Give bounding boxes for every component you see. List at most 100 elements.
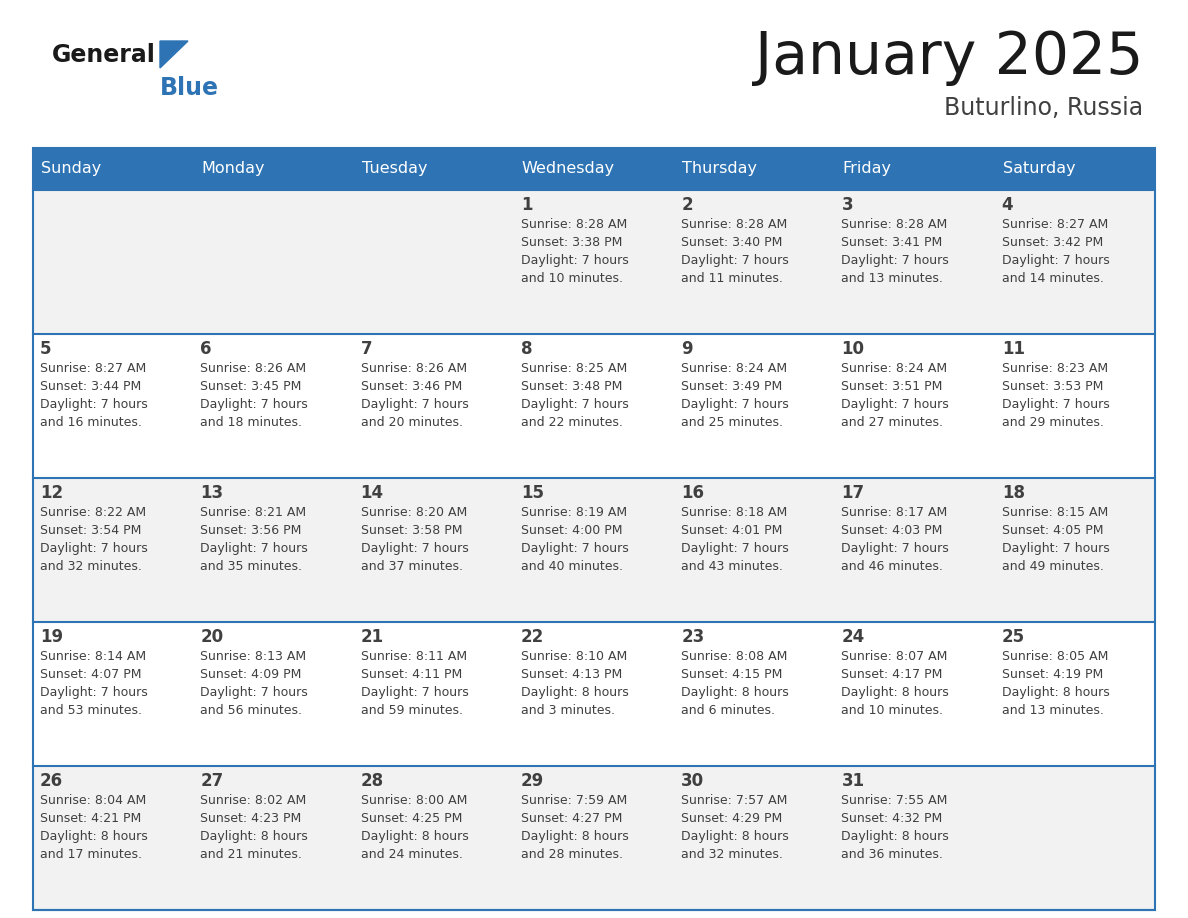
Text: and 11 minutes.: and 11 minutes. — [681, 272, 783, 285]
Text: and 18 minutes.: and 18 minutes. — [201, 416, 302, 429]
Bar — [194, 622, 354, 766]
Bar — [354, 334, 514, 478]
Text: and 16 minutes.: and 16 minutes. — [40, 416, 141, 429]
Text: 2: 2 — [681, 196, 693, 214]
Text: Sunset: 4:17 PM: Sunset: 4:17 PM — [841, 668, 943, 681]
Bar — [194, 478, 354, 622]
Text: Sunrise: 8:24 AM: Sunrise: 8:24 AM — [841, 362, 948, 375]
Text: Sunset: 3:42 PM: Sunset: 3:42 PM — [1001, 236, 1102, 249]
Text: and 24 minutes.: and 24 minutes. — [361, 848, 462, 861]
Text: Sunrise: 8:07 AM: Sunrise: 8:07 AM — [841, 650, 948, 663]
Text: Daylight: 7 hours: Daylight: 7 hours — [1001, 542, 1110, 555]
Text: Sunrise: 8:17 AM: Sunrise: 8:17 AM — [841, 506, 948, 519]
Text: Sunrise: 8:25 AM: Sunrise: 8:25 AM — [520, 362, 627, 375]
Text: Sunset: 4:01 PM: Sunset: 4:01 PM — [681, 524, 783, 537]
Text: Sunset: 3:46 PM: Sunset: 3:46 PM — [361, 380, 462, 393]
Text: and 10 minutes.: and 10 minutes. — [841, 704, 943, 717]
Text: Sunset: 4:05 PM: Sunset: 4:05 PM — [1001, 524, 1104, 537]
Bar — [354, 148, 514, 190]
Text: Sunset: 4:21 PM: Sunset: 4:21 PM — [40, 812, 141, 825]
Text: and 59 minutes.: and 59 minutes. — [361, 704, 462, 717]
Text: and 32 minutes.: and 32 minutes. — [40, 560, 141, 573]
Text: 1: 1 — [520, 196, 532, 214]
Text: 24: 24 — [841, 628, 865, 646]
Text: Daylight: 8 hours: Daylight: 8 hours — [40, 830, 147, 843]
Bar — [354, 478, 514, 622]
Text: Daylight: 8 hours: Daylight: 8 hours — [841, 686, 949, 699]
Bar — [194, 334, 354, 478]
Text: and 35 minutes.: and 35 minutes. — [201, 560, 302, 573]
Text: Blue: Blue — [160, 76, 219, 100]
Text: Sunset: 3:53 PM: Sunset: 3:53 PM — [1001, 380, 1104, 393]
Polygon shape — [160, 41, 188, 68]
Bar — [674, 622, 834, 766]
Text: Sunrise: 8:27 AM: Sunrise: 8:27 AM — [40, 362, 146, 375]
Text: Daylight: 7 hours: Daylight: 7 hours — [201, 542, 308, 555]
Text: Sunset: 3:44 PM: Sunset: 3:44 PM — [40, 380, 141, 393]
Text: Daylight: 7 hours: Daylight: 7 hours — [841, 398, 949, 411]
Bar — [354, 766, 514, 910]
Bar — [514, 478, 674, 622]
Text: 31: 31 — [841, 772, 865, 790]
Text: and 46 minutes.: and 46 minutes. — [841, 560, 943, 573]
Text: Buturlino, Russia: Buturlino, Russia — [944, 96, 1143, 120]
Text: Daylight: 7 hours: Daylight: 7 hours — [520, 254, 628, 267]
Text: Wednesday: Wednesday — [522, 162, 615, 176]
Bar — [514, 148, 674, 190]
Text: Sunrise: 8:10 AM: Sunrise: 8:10 AM — [520, 650, 627, 663]
Text: Sunset: 4:09 PM: Sunset: 4:09 PM — [201, 668, 302, 681]
Text: 27: 27 — [201, 772, 223, 790]
Text: Daylight: 8 hours: Daylight: 8 hours — [361, 830, 468, 843]
Text: 11: 11 — [1001, 340, 1025, 358]
Bar — [994, 622, 1155, 766]
Bar — [33, 622, 194, 766]
Text: and 10 minutes.: and 10 minutes. — [520, 272, 623, 285]
Text: Sunrise: 8:26 AM: Sunrise: 8:26 AM — [361, 362, 467, 375]
Text: 20: 20 — [201, 628, 223, 646]
Text: and 3 minutes.: and 3 minutes. — [520, 704, 615, 717]
Text: Sunset: 3:45 PM: Sunset: 3:45 PM — [201, 380, 302, 393]
Text: 8: 8 — [520, 340, 532, 358]
Text: Sunrise: 8:18 AM: Sunrise: 8:18 AM — [681, 506, 788, 519]
Text: Sunrise: 8:15 AM: Sunrise: 8:15 AM — [1001, 506, 1108, 519]
Text: Daylight: 8 hours: Daylight: 8 hours — [681, 830, 789, 843]
Text: Sunset: 4:29 PM: Sunset: 4:29 PM — [681, 812, 783, 825]
Text: Sunset: 4:23 PM: Sunset: 4:23 PM — [201, 812, 302, 825]
Text: 19: 19 — [40, 628, 63, 646]
Text: Sunset: 4:00 PM: Sunset: 4:00 PM — [520, 524, 623, 537]
Text: Friday: Friday — [842, 162, 891, 176]
Text: 16: 16 — [681, 484, 704, 502]
Text: Daylight: 7 hours: Daylight: 7 hours — [361, 686, 468, 699]
Text: Daylight: 8 hours: Daylight: 8 hours — [520, 686, 628, 699]
Text: Daylight: 8 hours: Daylight: 8 hours — [201, 830, 308, 843]
Text: Daylight: 7 hours: Daylight: 7 hours — [361, 398, 468, 411]
Text: Daylight: 8 hours: Daylight: 8 hours — [1001, 686, 1110, 699]
Text: Sunrise: 7:59 AM: Sunrise: 7:59 AM — [520, 794, 627, 807]
Text: Sunset: 3:49 PM: Sunset: 3:49 PM — [681, 380, 783, 393]
Bar — [194, 190, 354, 334]
Text: 30: 30 — [681, 772, 704, 790]
Text: 28: 28 — [361, 772, 384, 790]
Text: 14: 14 — [361, 484, 384, 502]
Bar — [834, 334, 994, 478]
Bar — [834, 478, 994, 622]
Text: Sunrise: 8:28 AM: Sunrise: 8:28 AM — [520, 218, 627, 231]
Text: General: General — [52, 43, 156, 67]
Bar — [834, 190, 994, 334]
Text: Sunset: 4:25 PM: Sunset: 4:25 PM — [361, 812, 462, 825]
Text: January 2025: January 2025 — [754, 29, 1143, 86]
Text: 9: 9 — [681, 340, 693, 358]
Text: Sunrise: 7:57 AM: Sunrise: 7:57 AM — [681, 794, 788, 807]
Text: Sunrise: 8:11 AM: Sunrise: 8:11 AM — [361, 650, 467, 663]
Text: Sunrise: 8:13 AM: Sunrise: 8:13 AM — [201, 650, 307, 663]
Text: Sunrise: 8:24 AM: Sunrise: 8:24 AM — [681, 362, 788, 375]
Text: Daylight: 7 hours: Daylight: 7 hours — [841, 254, 949, 267]
Text: Sunset: 4:07 PM: Sunset: 4:07 PM — [40, 668, 141, 681]
Text: and 28 minutes.: and 28 minutes. — [520, 848, 623, 861]
Text: Tuesday: Tuesday — [361, 162, 426, 176]
Bar — [33, 148, 194, 190]
Bar — [33, 148, 1155, 910]
Text: 6: 6 — [201, 340, 211, 358]
Text: Sunset: 4:03 PM: Sunset: 4:03 PM — [841, 524, 943, 537]
Text: Sunrise: 8:27 AM: Sunrise: 8:27 AM — [1001, 218, 1108, 231]
